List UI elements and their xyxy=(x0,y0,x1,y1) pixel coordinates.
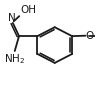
Text: OH: OH xyxy=(20,5,36,15)
Text: O: O xyxy=(86,31,94,41)
Text: NH$_2$: NH$_2$ xyxy=(4,53,25,66)
Text: N: N xyxy=(8,12,16,23)
